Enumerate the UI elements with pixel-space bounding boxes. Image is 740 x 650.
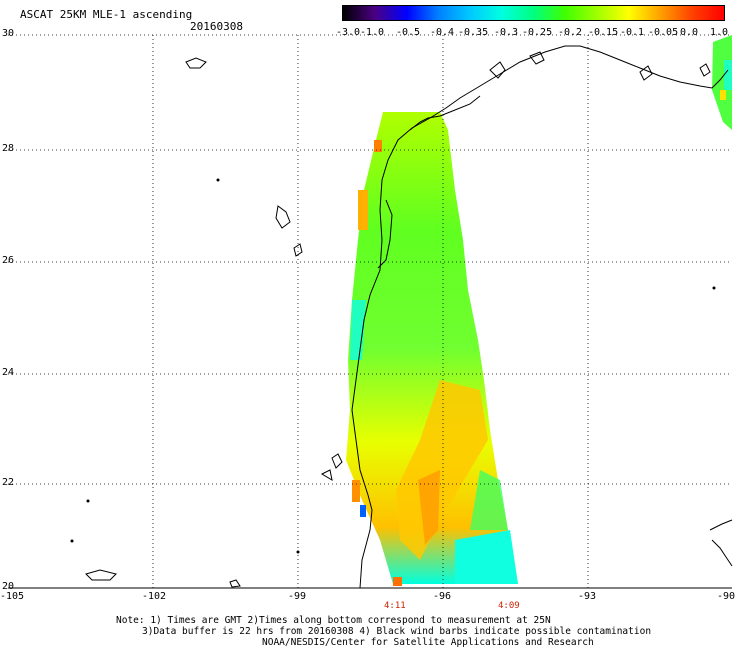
colorbar-label: -1.0 [360, 27, 385, 38]
colorbar-label: -0.15 [588, 27, 619, 38]
island-outline [709, 519, 733, 531]
swath-yellow-cell [720, 90, 726, 100]
swath-orange-cell [393, 577, 402, 586]
swath-fragment-east [712, 35, 732, 130]
inland-lake-outline [489, 61, 506, 79]
colorbar-label: -3.0 [336, 27, 361, 38]
scatterometer-swath [346, 35, 732, 586]
swath-blue-cell [360, 505, 366, 517]
texas-bay-shoreline [409, 95, 481, 131]
swath-orange-cell [352, 480, 360, 502]
swath-cyan-cell [724, 60, 732, 90]
swath-orange-cell [374, 140, 382, 152]
swath-orange-center [418, 470, 440, 545]
lon-label: -102 [142, 591, 167, 602]
island-dot [296, 550, 300, 554]
island-dot [86, 499, 90, 503]
island-outline [85, 569, 117, 581]
note-line: 3)Data buffer is 22 hrs from 20160308 4)… [142, 626, 652, 637]
lat-label: 20 [2, 581, 15, 592]
island-outline [711, 539, 733, 567]
swath-orange-cell [358, 190, 368, 230]
colorbar-label: 1.0 [710, 27, 729, 38]
barrier-island-shoreline [377, 199, 393, 269]
colorbar-label: -0.3 [494, 27, 519, 38]
island-outline [293, 243, 303, 257]
colorbar-label: -0.35 [458, 27, 489, 38]
colorbar-label: -0.25 [522, 27, 553, 38]
lat-label: 24 [2, 367, 15, 378]
lon-label: -105 [0, 591, 25, 602]
swath-body [346, 112, 518, 584]
colorbar-label: -0.5 [396, 27, 421, 38]
coastline [85, 45, 733, 589]
lat-label: 22 [2, 477, 15, 488]
island-outline [320, 469, 333, 482]
colorbar-label: -0.2 [558, 27, 583, 38]
note-line: NOAA/NESDIS/Center for Satellite Applica… [262, 637, 594, 648]
inland-lake-outline [529, 51, 545, 65]
swath-cyan-left [350, 300, 366, 360]
island-dot [216, 178, 220, 182]
note-line: Note: 1) Times are GMT 2)Times along bot… [116, 615, 551, 626]
colorbar-label: -0.1 [620, 27, 645, 38]
small-islands [70, 178, 716, 554]
lon-label: -93 [578, 591, 597, 602]
island-outline [275, 205, 291, 229]
island-outline [331, 453, 343, 469]
colorbar-label: 0.0 [680, 27, 699, 38]
pass-time: 4:11 [384, 601, 406, 611]
product-title: ASCAT 25KM MLE-1 ascending [20, 8, 193, 21]
graticule [8, 34, 732, 588]
product-date: 20160308 [190, 20, 243, 33]
lat-label: 26 [2, 255, 15, 266]
island-outline [185, 57, 207, 69]
swath-green-right [470, 470, 508, 530]
colorbar-label: -0.4 [430, 27, 455, 38]
lat-label: 28 [2, 143, 15, 154]
swath-cyan-bottom [455, 530, 518, 584]
island-dot [712, 286, 716, 290]
inland-lake-outline [639, 65, 653, 81]
lon-label: -99 [288, 591, 307, 602]
lon-label: -96 [433, 591, 452, 602]
island-outline [229, 579, 241, 588]
swath-orange-core [396, 380, 488, 560]
island-dot [70, 539, 74, 543]
lat-label: 30 [2, 28, 15, 39]
lon-label: -90 [717, 591, 736, 602]
colorbar-label: -0.05 [648, 27, 679, 38]
colorbar [342, 5, 725, 21]
pass-time: 4:09 [498, 601, 520, 611]
inland-lake-outline [699, 63, 711, 77]
